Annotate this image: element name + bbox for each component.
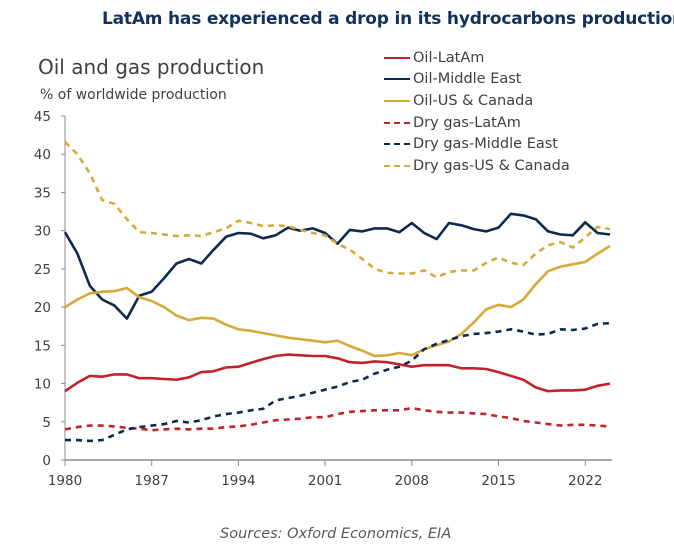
y-tick-label: 25: [34, 262, 51, 278]
legend-label: Dry gas-Middle East: [413, 136, 558, 153]
legend: Oil-LatAm Oil-Middle East Oil-US & Canada D…: [384, 47, 570, 177]
y-tick-label: 45: [34, 109, 51, 125]
legend-label: Dry gas-US & Canada: [413, 157, 570, 174]
y-tick-label: 40: [34, 147, 51, 163]
x-tick-label: 1987: [135, 473, 169, 489]
series-line-oil-middle-east: [63, 212, 611, 320]
legend-item: Dry gas-LatAm: [384, 112, 570, 134]
y-tick-label: 5: [42, 415, 51, 431]
series-line-oil-latam: [64, 353, 611, 393]
legend-swatch: [384, 121, 410, 124]
y-tick-label: 20: [34, 300, 51, 316]
legend-swatch: [384, 99, 410, 102]
chart-title: Oil and gas production: [38, 55, 265, 79]
x-tick-label: 2022: [568, 473, 602, 489]
series-line-dry-gas-latam: [64, 406, 611, 432]
legend-swatch: [384, 78, 410, 81]
y-tick-label: 30: [34, 224, 51, 240]
legend-swatch: [384, 143, 410, 146]
legend-label: Oil-LatAm: [413, 49, 485, 66]
y-axis-label: % of worldwide production: [40, 87, 227, 103]
series-line-oil-us-canada: [64, 244, 611, 358]
x-tick-label: 2015: [481, 473, 515, 489]
series-line-dry-gas-middle-east: [65, 321, 611, 443]
legend-item: Dry gas-Middle East: [384, 133, 570, 155]
legend-swatch: [384, 56, 410, 59]
legend-item: Oil-LatAm: [384, 47, 570, 69]
x-tick-label: 1980: [48, 473, 82, 489]
y-tick-label: 0: [42, 453, 51, 469]
series-line-dry-gas-us-canada: [64, 141, 611, 279]
legend-swatch: [384, 164, 410, 167]
legend-item: Oil-US & Canada: [384, 90, 570, 112]
legend-item: Dry gas-US & Canada: [384, 155, 570, 177]
x-tick-label: 2001: [308, 473, 342, 489]
y-tick-label: 10: [34, 377, 51, 393]
y-tick-label: 35: [34, 185, 51, 201]
x-tick-label: 1994: [221, 473, 255, 489]
x-tick-label: 2008: [395, 473, 429, 489]
headline: LatAm has experienced a drop in its hydr…: [102, 9, 674, 29]
legend-label: Oil-US & Canada: [413, 92, 534, 109]
legend-label: Oil-Middle East: [413, 71, 522, 88]
legend-item: Oil-Middle East: [384, 69, 570, 91]
source-note: Sources: Oxford Economics, EIA: [220, 526, 452, 542]
legend-label: Dry gas-LatAm: [413, 114, 521, 131]
y-tick-label: 15: [34, 338, 51, 354]
